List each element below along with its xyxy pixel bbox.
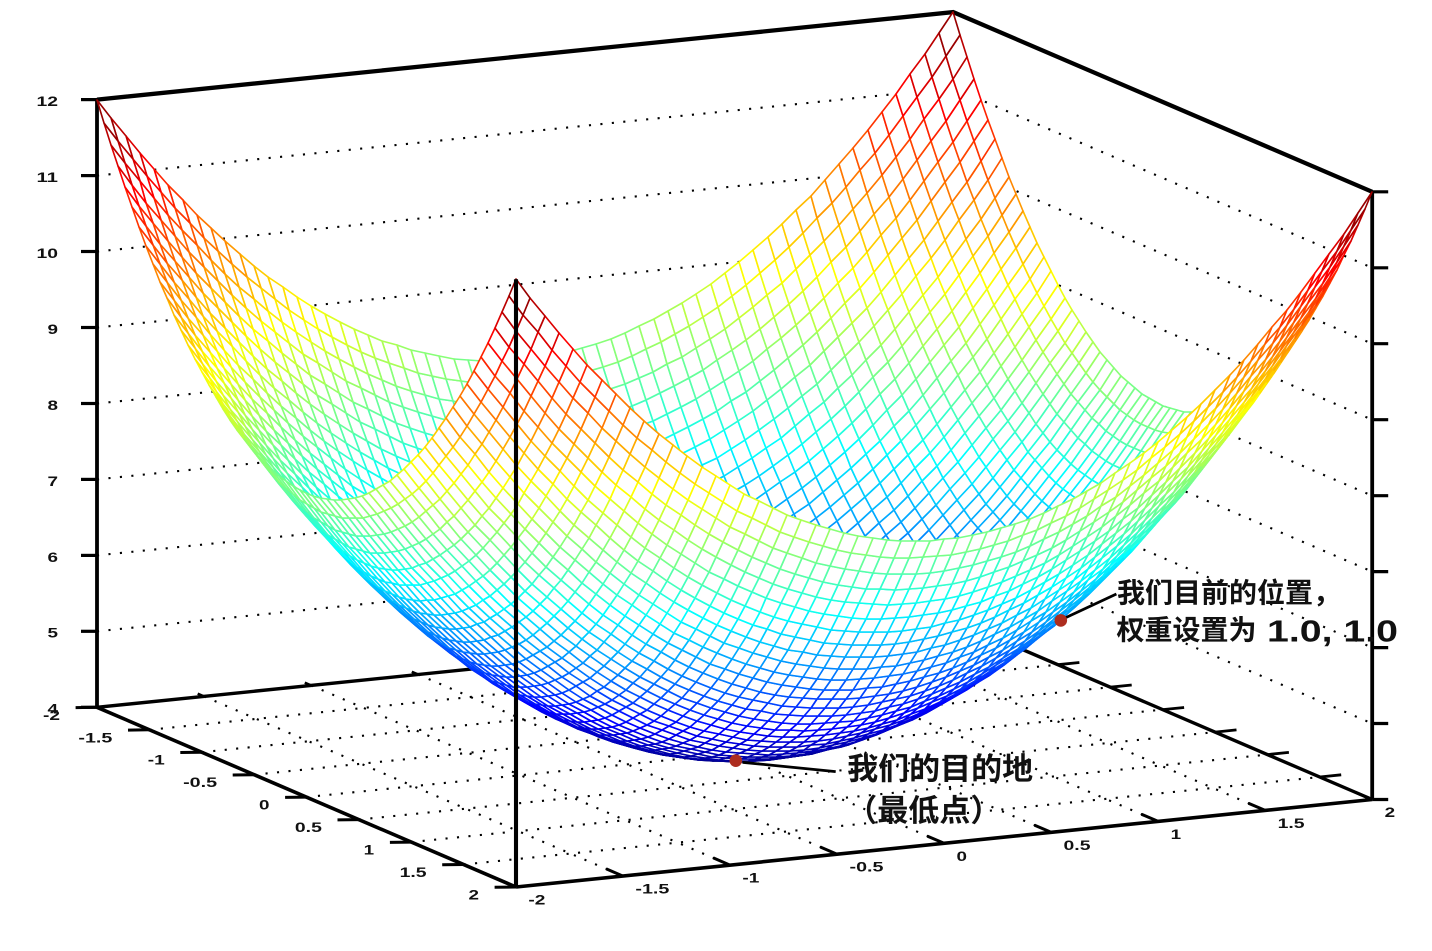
svg-text:2: 2 (469, 887, 480, 903)
svg-text:4: 4 (48, 701, 59, 717)
svg-text:1: 1 (364, 842, 375, 858)
svg-text:-0.5: -0.5 (850, 859, 884, 875)
svg-text:0.5: 0.5 (295, 819, 322, 835)
svg-text:-1.5: -1.5 (635, 881, 669, 897)
svg-text:-1: -1 (148, 752, 165, 768)
svg-text:2: 2 (1385, 804, 1396, 820)
svg-text:1.0, 1.0: 1.0, 1.0 (1267, 614, 1398, 649)
svg-text:5: 5 (48, 625, 59, 641)
svg-text:1.5: 1.5 (400, 864, 427, 880)
svg-text:9: 9 (48, 321, 59, 337)
svg-text:0: 0 (957, 848, 968, 864)
svg-text:-0.5: -0.5 (183, 774, 217, 790)
svg-text:10: 10 (37, 245, 59, 261)
svg-text:-1: -1 (742, 870, 759, 886)
svg-text:7: 7 (48, 473, 59, 489)
svg-text:8: 8 (48, 397, 59, 413)
svg-text:12: 12 (37, 93, 59, 109)
svg-text:-2: -2 (528, 892, 545, 908)
svg-text:1: 1 (1171, 826, 1182, 842)
svg-text:6: 6 (48, 549, 59, 565)
svg-text:-2: -2 (43, 707, 60, 723)
svg-text:-1.5: -1.5 (78, 729, 112, 745)
svg-text:11: 11 (37, 169, 59, 185)
svg-text:0.5: 0.5 (1064, 837, 1091, 853)
svg-text:1.5: 1.5 (1278, 815, 1305, 831)
svg-text:0: 0 (259, 797, 270, 813)
